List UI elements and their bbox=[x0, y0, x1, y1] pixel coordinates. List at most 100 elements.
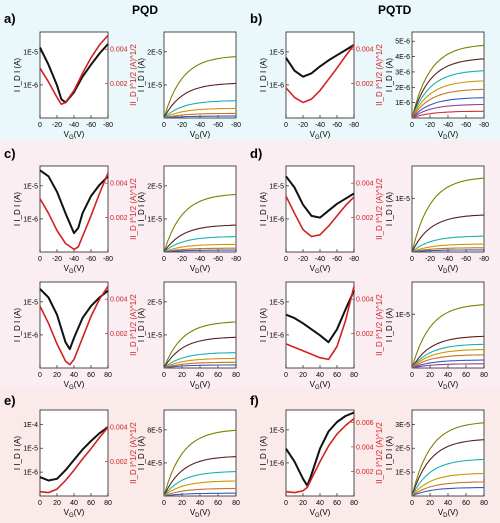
f-transfer-ytick-label: 1E-5 bbox=[269, 427, 284, 434]
c2-output-xtick-label: 60 bbox=[214, 372, 222, 379]
e-output-ytick-label: 4E-5 bbox=[147, 460, 162, 467]
d2-transfer-ytick-label: 1E-6 bbox=[269, 332, 284, 339]
b-transfer-ytick-label: 1E-6 bbox=[269, 82, 284, 89]
e-output-xtick-label: 0 bbox=[162, 500, 166, 507]
c1-transfer-ylabel-right: II_D I^1/2 (A)^1/2 bbox=[129, 178, 138, 240]
d1-output-ytick-label: 1E-5 bbox=[395, 196, 410, 203]
d1-output-xtick-label: -40 bbox=[443, 256, 453, 263]
f-transfer-rtick-label: 0.002 bbox=[356, 469, 374, 476]
f-output-curve-0 bbox=[411, 422, 485, 497]
a-transfer-xlabel: VG(V) bbox=[64, 130, 85, 141]
a-output-xtick-label: -20 bbox=[177, 122, 187, 129]
a-transfer-red-curve bbox=[39, 34, 109, 105]
e-output-ytick-label: 8E-5 bbox=[147, 427, 162, 434]
d2-transfer-xtick-label: 40 bbox=[316, 372, 324, 379]
d1-output-curve-5 bbox=[411, 249, 484, 253]
e-output-curve-5 bbox=[163, 492, 236, 497]
c2-transfer-red-curve bbox=[39, 285, 109, 366]
c2-transfer-xlabel-sub: G bbox=[69, 385, 74, 391]
e-output-xtick-label: 40 bbox=[196, 500, 204, 507]
c1-transfer-xtick-label: -20 bbox=[52, 256, 62, 263]
f-output-xtick-label: 0 bbox=[410, 500, 414, 507]
a-output-xtick-label: -60 bbox=[213, 122, 223, 129]
d2-output-curve-2 bbox=[411, 343, 485, 369]
c1-transfer-ylabel-left: I I_D I (A) bbox=[13, 192, 22, 227]
e-output-xtick-label: 60 bbox=[214, 500, 222, 507]
c1-transfer-xlabel-unit: (V) bbox=[74, 264, 85, 273]
c2-transfer-rtick-label: 0.004 bbox=[110, 297, 128, 304]
d1-output-ylabel-left: I I_D I (A) bbox=[385, 192, 394, 227]
a-transfer-xlabel-unit: (V) bbox=[74, 130, 85, 139]
c1-output-curve-0 bbox=[163, 193, 237, 253]
f-transfer-xtick-label: 60 bbox=[333, 500, 341, 507]
d1-transfer-red-curve bbox=[285, 195, 355, 238]
b-transfer-xlabel: VG(V) bbox=[310, 130, 331, 141]
e-transfer-xtick-label: 20 bbox=[53, 500, 61, 507]
a-transfer-ytick-label: 1E-6 bbox=[23, 82, 38, 89]
f-transfer-ylabel-left: I I_D I (A) bbox=[259, 436, 268, 471]
b-output-ytick-label: 3E-6 bbox=[395, 69, 410, 76]
e-output-ylabel-left: I I_D I (A) bbox=[137, 436, 146, 471]
c1-output-curve-5 bbox=[163, 249, 236, 253]
f-output-xlabel: VD(V) bbox=[438, 508, 459, 519]
f-output-ylabel-left: I I_D I (A) bbox=[385, 436, 394, 471]
c1-output-xtick-label: -20 bbox=[177, 256, 187, 263]
d1-transfer-xtick-label: -40 bbox=[315, 256, 325, 263]
a-output-xlabel-unit: (V) bbox=[200, 130, 211, 139]
c1-transfer-xtick-label: 0 bbox=[38, 256, 42, 263]
c1-transfer-ytick-label: 1E-5 bbox=[23, 183, 38, 190]
f-output-xtick-label: 80 bbox=[480, 500, 488, 507]
a-output-ytick-label: 1E-5 bbox=[147, 82, 162, 89]
d1-transfer-ytick-label: 1E-5 bbox=[269, 183, 284, 190]
a-transfer-frame bbox=[39, 31, 109, 119]
label-a: a) bbox=[4, 11, 16, 26]
c1-output-xlabel: VD(V) bbox=[190, 264, 211, 275]
c2-transfer-ylabel-left: I I_D I (A) bbox=[13, 308, 22, 343]
d1-output-curve-2 bbox=[411, 235, 484, 253]
f-output-ytick-label: 1E-5 bbox=[395, 470, 410, 477]
b-output-xtick-label: -20 bbox=[425, 122, 435, 129]
e-transfer-rtick-label: 0.004 bbox=[110, 425, 128, 432]
e-transfer-ytick-label: 1E-4 bbox=[23, 422, 38, 429]
b-output-xtick-label: -40 bbox=[443, 122, 453, 129]
d1-output-curve-4 bbox=[411, 247, 484, 253]
c2-output-curve-4 bbox=[163, 361, 237, 369]
e-output-curve-2 bbox=[163, 471, 237, 497]
d2-transfer-xtick-label: 20 bbox=[299, 372, 307, 379]
label-e: e) bbox=[4, 393, 16, 408]
b-output-curve-6 bbox=[411, 103, 484, 119]
d1-transfer-black-curve bbox=[285, 175, 355, 219]
c1-output-frame bbox=[163, 165, 237, 253]
c2-transfer-xtick-label: 0 bbox=[38, 372, 42, 379]
c2-output-curve-2 bbox=[163, 352, 236, 369]
a-output-xlabel-sub: D bbox=[195, 135, 200, 141]
c2-output-xtick-label: 0 bbox=[162, 372, 166, 379]
d1-output-xtick-label: 0 bbox=[410, 256, 414, 263]
d1-output-curve-1 bbox=[411, 214, 485, 253]
d2-transfer-xlabel-sub: G bbox=[315, 385, 320, 391]
d1-transfer-frame bbox=[285, 165, 355, 253]
b-output-xtick-label: -60 bbox=[461, 122, 471, 129]
b-output-curve-3 bbox=[411, 80, 485, 119]
f-transfer-xtick-label: 0 bbox=[284, 500, 288, 507]
a-output-curve-1 bbox=[163, 82, 237, 119]
d1-transfer-ytick-label: 1E-6 bbox=[269, 216, 284, 223]
a-transfer-ylabel-left: I I_D I (A) bbox=[13, 58, 22, 93]
a-output-ylabel-left: I I_D I (A) bbox=[137, 58, 146, 93]
a-transfer-xtick-label: 0 bbox=[38, 122, 42, 129]
b-transfer-ytick-label: 1E-5 bbox=[269, 49, 284, 56]
b-output-ytick-label: 4E-6 bbox=[395, 54, 410, 61]
c2-transfer-xtick-label: 60 bbox=[87, 372, 95, 379]
f-transfer-ylabel-right: II_D I^1/2 (A)^1/2 bbox=[375, 422, 384, 484]
e-transfer-xlabel: VG(V) bbox=[64, 508, 85, 519]
c1-output-xtick-label: 0 bbox=[162, 256, 166, 263]
b-transfer-xtick-label: -20 bbox=[298, 122, 308, 129]
b-output-xtick-label: -80 bbox=[479, 122, 489, 129]
c2-transfer-frame bbox=[39, 281, 109, 369]
d1-output-xtick-label: -20 bbox=[425, 256, 435, 263]
f-output-xtick-label: 60 bbox=[462, 500, 470, 507]
d2-output-curve-4 bbox=[411, 354, 485, 369]
a-output-curve-0 bbox=[163, 56, 237, 119]
b-output-curve-4 bbox=[411, 88, 485, 119]
f-transfer-xtick-label: 20 bbox=[299, 500, 307, 507]
